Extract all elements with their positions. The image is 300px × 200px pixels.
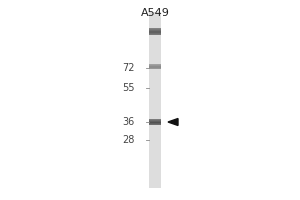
- Text: 36: 36: [123, 117, 135, 127]
- Polygon shape: [168, 118, 178, 126]
- Text: 72: 72: [122, 63, 135, 73]
- Text: 55: 55: [122, 83, 135, 93]
- Text: A549: A549: [141, 8, 169, 18]
- Text: 28: 28: [123, 135, 135, 145]
